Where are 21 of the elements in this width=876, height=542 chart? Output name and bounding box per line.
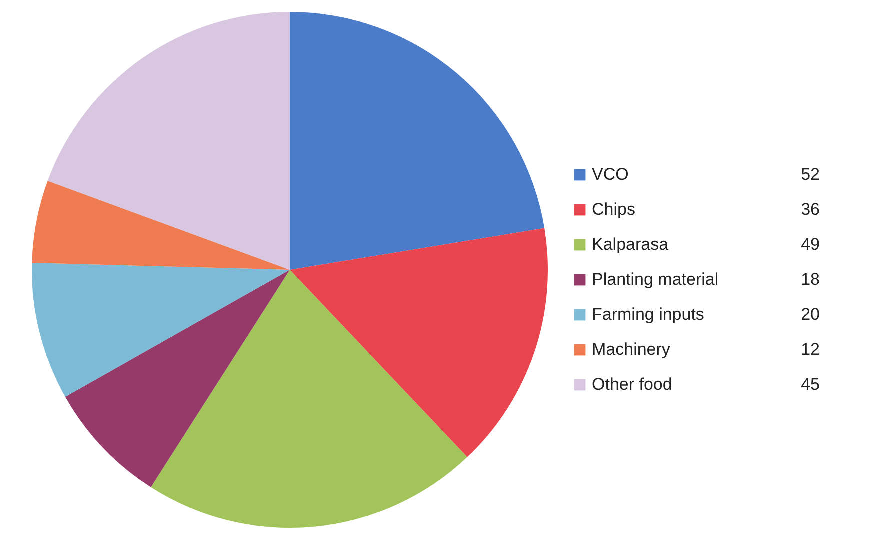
legend-label: Farming inputs xyxy=(592,305,704,324)
legend-label: Chips xyxy=(592,200,636,219)
pie-slice xyxy=(48,12,290,270)
pie-slice xyxy=(290,228,548,458)
data-label: 20 xyxy=(801,305,820,324)
data-label: 18 xyxy=(801,270,820,289)
data-label: 12 xyxy=(801,340,820,359)
data-label: 45 xyxy=(801,375,820,394)
legend-label: VCO xyxy=(592,165,629,184)
legend-label: Other food xyxy=(592,375,672,394)
legend-label: Kalparasa xyxy=(592,235,670,254)
data-label: 49 xyxy=(801,235,820,254)
legend-label: Planting material xyxy=(592,270,719,289)
pie-slice xyxy=(32,181,290,270)
legend-label: Machinery xyxy=(592,340,671,359)
pie-slice xyxy=(32,263,290,397)
data-label: 36 xyxy=(801,200,820,219)
pie-slice xyxy=(65,270,290,488)
data-label: 52 xyxy=(801,165,820,184)
pie-slice xyxy=(151,270,468,528)
pie-slice xyxy=(290,12,545,270)
